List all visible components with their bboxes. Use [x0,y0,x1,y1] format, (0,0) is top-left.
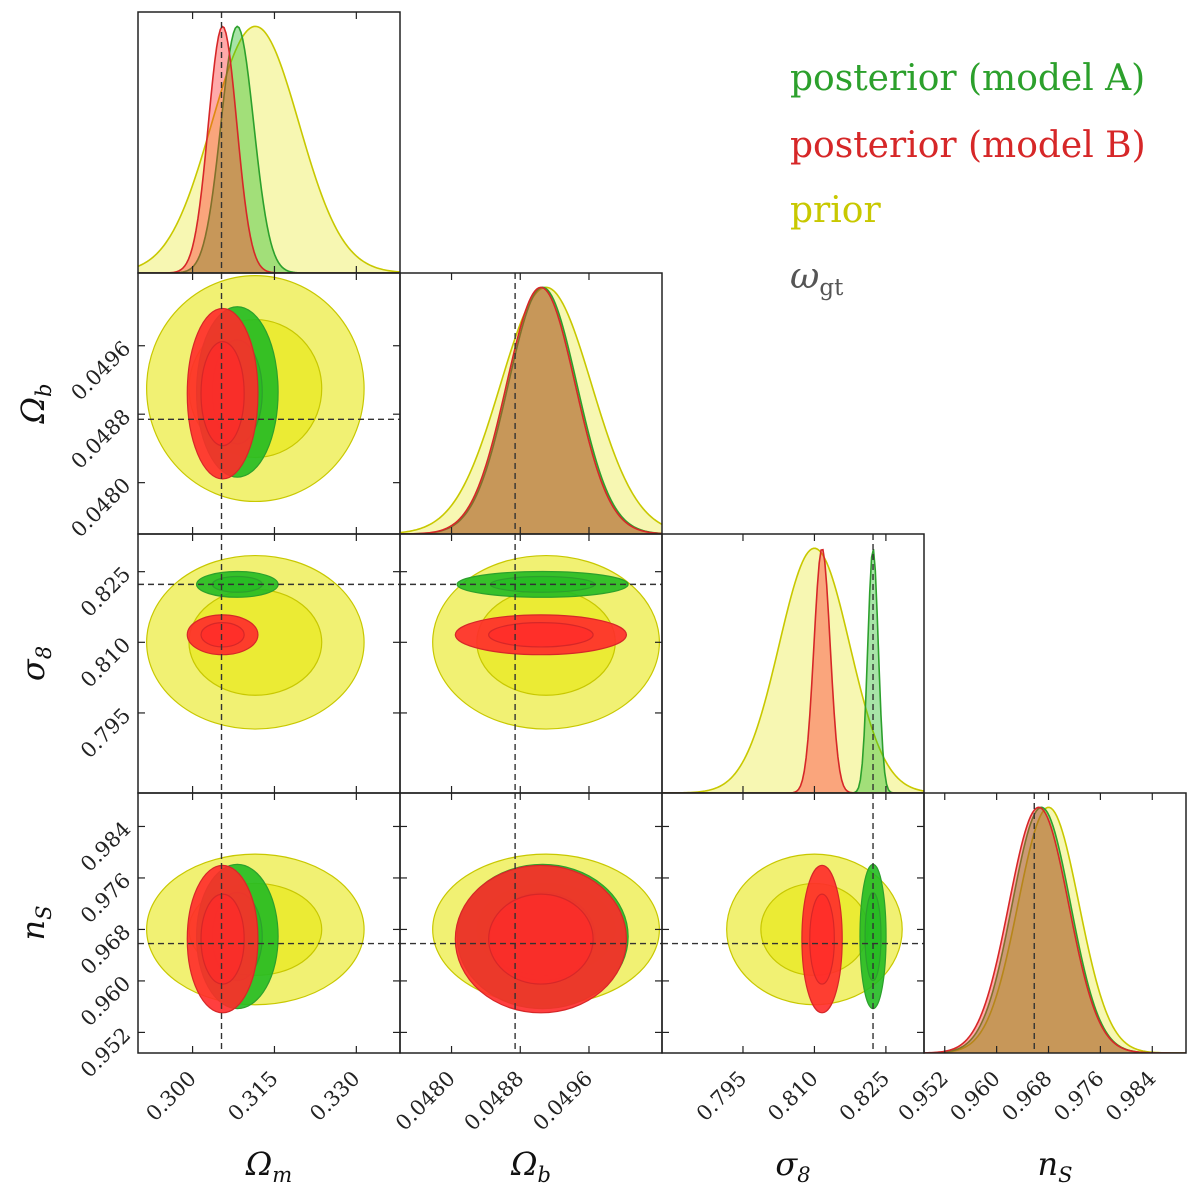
x-tick-label-ns: 0.976 [1049,1066,1108,1125]
density-fill-0 [400,287,662,534]
panel-ns-vs-ns [923,792,1187,1054]
x-axis-label-ns: nS [1038,1145,1073,1187]
density-line-2 [138,25,400,273]
panel-s8-vs-ob [399,533,663,794]
panel-ns-vs-ob [399,792,663,1054]
x-tick-label-ob: 0.0496 [528,1066,597,1135]
density-fill-1 [138,26,400,273]
y-tick-label-ns: 0.960 [76,971,135,1030]
density-fill-0 [924,807,1186,1053]
panel-om-vs-om [137,11,401,274]
x-axis-label-s8: σ8 [775,1145,810,1187]
density-fill-2 [138,26,400,273]
legend-entry-posterior-model-b: posterior (model B) [790,125,1146,166]
panel-s8-vs-om [137,533,401,794]
x-tick-label-ns: 0.968 [997,1066,1056,1125]
panel-ns-vs-s8 [661,792,925,1054]
density-fill-0 [662,549,924,793]
x-tick-label-om: 0.330 [305,1066,364,1125]
density-line-1 [138,25,400,273]
x-tick-label-ns: 0.984 [1101,1066,1160,1125]
x-tick-label-s8: 0.825 [835,1066,894,1125]
contour-68-series-1 [809,893,835,985]
contour-68-series-1 [200,622,245,648]
x-tick-label-ns: 0.960 [945,1066,1004,1125]
x-tick-label-s8: 0.795 [692,1066,751,1125]
x-tick-label-ob: 0.0488 [460,1066,529,1135]
x-axis-label-om: Ωm [245,1145,292,1187]
panel-frame [923,792,1187,1054]
density-fill-1 [400,287,662,534]
y-tick-label-ns: 0.984 [76,817,135,876]
panel-content [400,273,662,534]
density-line-2 [662,547,924,793]
panel-content [662,534,924,793]
density-fill-2 [400,287,662,534]
y-tick-label-s8: 0.795 [76,703,135,762]
x-tick-label-ob: 0.0480 [391,1066,460,1135]
y-axis-label-ob: Ωb [14,384,56,425]
y-tick-label-ob: 0.0496 [66,336,135,405]
contour-68-series-1 [200,341,245,447]
x-tick-label-om: 0.300 [141,1066,200,1125]
contour-68-series-1 [488,893,594,985]
legend-entry-posterior-model-a: posterior (model A) [790,58,1145,99]
panel-content [138,12,400,273]
panel-content [662,793,924,1053]
legend-entry-prior: prior [790,190,881,231]
y-tick-label-ns: 0.976 [76,868,135,927]
y-tick-label-ns: 0.968 [76,920,135,979]
panel-s8-vs-s8 [661,533,925,794]
y-axis-label-ns: nS [14,906,56,941]
y-tick-label-s8: 0.825 [76,562,135,621]
x-axis-label-ob: Ωb [510,1145,551,1187]
panel-content [400,534,662,793]
panel-content [924,793,1186,1053]
panel-ob-vs-om [137,272,401,535]
density-fill-2 [924,807,1186,1053]
x-tick-label-ns: 0.952 [894,1066,953,1125]
y-tick-label-ob: 0.0480 [66,473,135,542]
contour-68-series-1 [200,893,245,985]
contour-68-series-1 [488,622,594,648]
density-fill-2 [662,548,924,793]
panel-ns-vs-om [137,792,401,1054]
y-axis-label-s8: σ8 [14,646,56,681]
y-tick-label-ob: 0.0488 [66,405,135,474]
panel-content [138,793,400,1053]
density-line-0 [138,25,400,273]
x-tick-label-om: 0.315 [223,1066,282,1125]
panel-content [400,793,662,1053]
x-tick-label-s8: 0.810 [763,1066,822,1125]
y-tick-label-ns: 0.952 [76,1023,135,1082]
legend-entry-ground-truth: ωgt [790,256,844,301]
panel-ob-vs-ob [399,272,663,535]
panel-content [138,273,400,534]
density-line-2 [924,806,1186,1053]
density-line-0 [662,548,924,793]
legend: posterior (model A) posterior (model B) … [790,58,1146,301]
y-tick-label-s8: 0.810 [76,633,135,692]
panel-content [138,534,400,793]
density-line-1 [400,286,662,534]
